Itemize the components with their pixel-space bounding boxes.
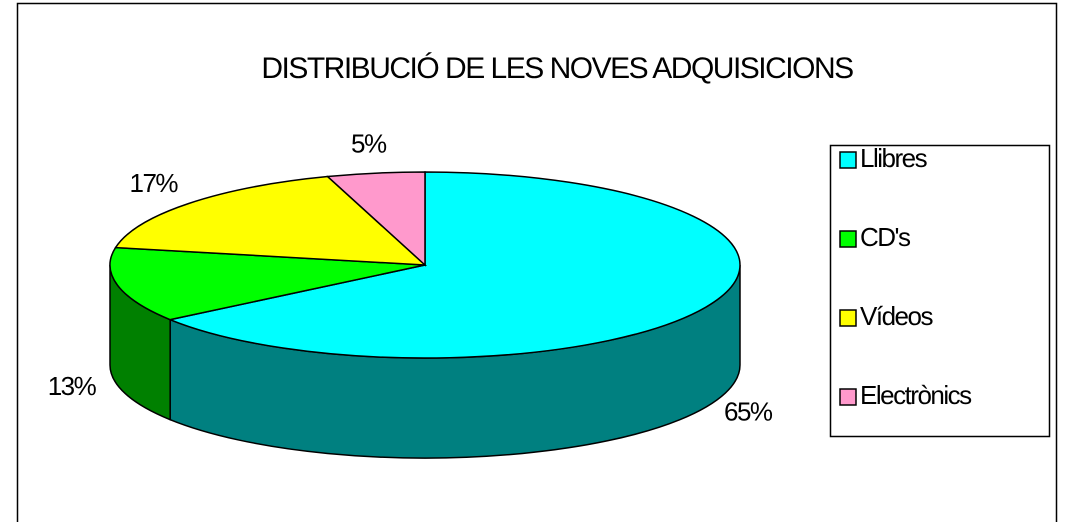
legend-label: CD's	[860, 222, 911, 252]
slice	[167, 171, 741, 359]
legend-swatch	[839, 388, 857, 406]
data-label: 65%	[724, 396, 773, 426]
legend-box	[829, 144, 1051, 438]
legend-label: Electrònics	[860, 380, 972, 410]
data-label: 13%	[48, 371, 97, 401]
legend-swatch	[839, 151, 857, 169]
slice	[109, 246, 426, 321]
data-label: 17%	[129, 168, 178, 198]
legend-swatch	[839, 309, 857, 327]
slice	[114, 175, 428, 266]
data-label: 5%	[351, 128, 387, 158]
chart-title: DISTRIBUCIÓ DE LES NOVES ADQUISICIONS	[261, 52, 853, 85]
slice	[325, 171, 426, 267]
legend-swatch	[839, 230, 857, 248]
legend-label: Llibres	[860, 143, 928, 173]
legend-label: Vídeos	[860, 301, 933, 331]
